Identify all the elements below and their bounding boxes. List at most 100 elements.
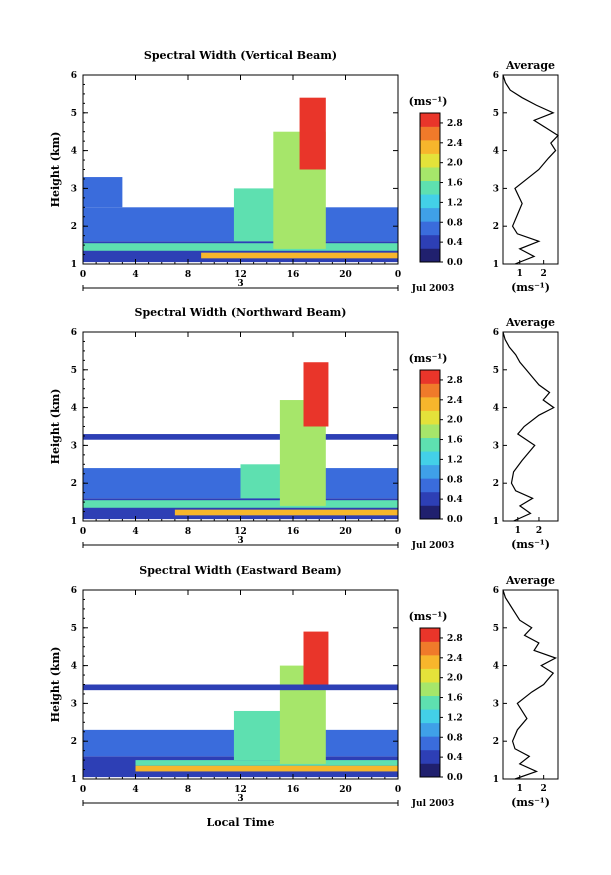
heatmap-cell — [174, 509, 398, 516]
colorbar-tick-label: 2.8 — [447, 119, 463, 129]
avg-y-tick-label: 6 — [493, 328, 499, 338]
heatmap-cell — [299, 97, 326, 170]
x-tick-label: 0 — [395, 527, 401, 537]
colorbar-swatch — [420, 410, 440, 425]
colorbar-swatch — [420, 682, 440, 697]
avg-y-tick-label: 1 — [493, 517, 499, 527]
average-profile-line — [502, 74, 559, 265]
avg-y-tick-label: 5 — [493, 109, 499, 119]
y-tick-label: 6 — [71, 328, 77, 338]
colorbar-swatch — [420, 113, 440, 127]
colorbar-swatch — [420, 126, 440, 141]
x-tick-label: 12 — [234, 785, 247, 795]
panel-title: Spectral Width (Eastward Beam) — [139, 564, 341, 577]
colorbar-swatch — [420, 451, 440, 466]
date-label: Jul 2003 — [411, 284, 454, 294]
colorbar-swatch — [420, 167, 440, 182]
colorbar-tick-label: 1.2 — [447, 198, 463, 208]
heatmap-cell — [135, 765, 398, 772]
avg-y-tick-label: 6 — [493, 586, 499, 596]
heatmap-cell — [83, 500, 398, 508]
average-frame — [502, 74, 559, 265]
colorbar-swatch — [420, 722, 440, 737]
colorbar-swatch — [420, 628, 440, 642]
y-tick-label: 1 — [71, 517, 77, 527]
y-tick-label: 4 — [71, 404, 77, 414]
colorbar-tick-label: 2.0 — [447, 416, 463, 426]
colorbar-tick-label: 0.0 — [447, 515, 463, 525]
y-tick-label: 4 — [71, 662, 77, 672]
colorbar-tick-label: 0.0 — [447, 773, 463, 783]
colorbar-tick-label: 2.8 — [447, 376, 463, 386]
y-tick-label: 5 — [71, 366, 77, 376]
x-tick-label: 0 — [80, 527, 86, 537]
colorbar-tick-label: 1.6 — [447, 694, 463, 704]
colorbar-tick-label: 2.4 — [447, 396, 463, 406]
x-tick-label: 4 — [132, 270, 138, 280]
colorbar-tick-label: 0.8 — [447, 733, 463, 743]
x-tick-label: 8 — [185, 527, 191, 537]
y-tick-label: 4 — [71, 147, 77, 157]
avg-y-tick-label: 4 — [493, 147, 499, 157]
avg-x-tick-label: 2 — [541, 784, 547, 794]
colorbar-unit: (ms⁻¹) — [409, 352, 448, 365]
x-tick-label: 0 — [80, 785, 86, 795]
avg-x-tick-label: 1 — [515, 526, 521, 536]
average-profile-line — [502, 331, 555, 522]
y-tick-label: 5 — [71, 109, 77, 119]
x-tick-label: 16 — [287, 785, 300, 795]
colorbar-swatch — [420, 383, 440, 398]
x-axis-label: Local Time — [207, 816, 275, 829]
colorbar-tick-label: 2.0 — [447, 674, 463, 684]
colorbar-swatch — [420, 749, 440, 764]
colorbar-swatch — [420, 763, 440, 778]
avg-y-tick-label: 2 — [493, 737, 499, 747]
x-tick-label: 20 — [339, 270, 352, 280]
avg-y-tick-label: 2 — [493, 479, 499, 489]
heatmap-cell — [83, 177, 123, 208]
colorbar-tick-label: 1.2 — [447, 713, 463, 723]
x-tick-label: 12 — [234, 270, 247, 280]
heatmap-cells — [83, 631, 398, 778]
colorbar-swatch — [420, 464, 440, 479]
x-tick-label: 20 — [339, 785, 352, 795]
date-label: Jul 2003 — [411, 799, 454, 809]
heatmap-cell — [303, 631, 329, 689]
heatmap-cells — [83, 362, 398, 520]
colorbar-tick-label: 1.2 — [447, 455, 463, 465]
y-tick-label: 6 — [71, 71, 77, 81]
colorbar-swatch — [420, 478, 440, 493]
y-tick-label: 2 — [71, 222, 77, 232]
panel-1: Spectral Width (Vertical Beam)123456Heig… — [49, 49, 559, 294]
colorbar-unit: (ms⁻¹) — [409, 610, 448, 623]
panel-2: Spectral Width (Northward Beam)123456Hei… — [49, 306, 559, 551]
x-tick-label: 16 — [287, 527, 300, 537]
colorbar-swatch — [420, 153, 440, 168]
average-x-label: (ms⁻¹) — [511, 281, 550, 294]
colorbar-swatch — [420, 180, 440, 195]
x-tick-label: 8 — [185, 270, 191, 280]
x-tick-label: 16 — [287, 270, 300, 280]
avg-y-tick-label: 6 — [493, 71, 499, 81]
panel-title: Spectral Width (Northward Beam) — [135, 306, 347, 319]
heatmap-cell — [83, 243, 398, 251]
colorbar-swatch — [420, 221, 440, 236]
y-axis-label: Height (km) — [49, 132, 62, 208]
colorbar-swatch — [420, 668, 440, 683]
avg-x-tick-label: 2 — [541, 269, 547, 279]
x-tick-label: 12 — [234, 527, 247, 537]
heatmap-cell — [135, 760, 398, 766]
colorbar-tick-label: 2.4 — [447, 654, 463, 664]
x-tick-label: 8 — [185, 785, 191, 795]
y-tick-label: 5 — [71, 624, 77, 634]
colorbar-swatch — [420, 437, 440, 452]
panel-title: Spectral Width (Vertical Beam) — [144, 49, 337, 62]
colorbar-swatch — [420, 736, 440, 751]
colorbar-tick-label: 2.8 — [447, 634, 463, 644]
colorbar-swatch — [420, 140, 440, 154]
day-label: 3 — [237, 536, 243, 546]
date-label: Jul 2003 — [411, 541, 454, 551]
average-frame — [502, 589, 559, 780]
avg-y-tick-label: 2 — [493, 222, 499, 232]
average-frame — [502, 331, 559, 522]
